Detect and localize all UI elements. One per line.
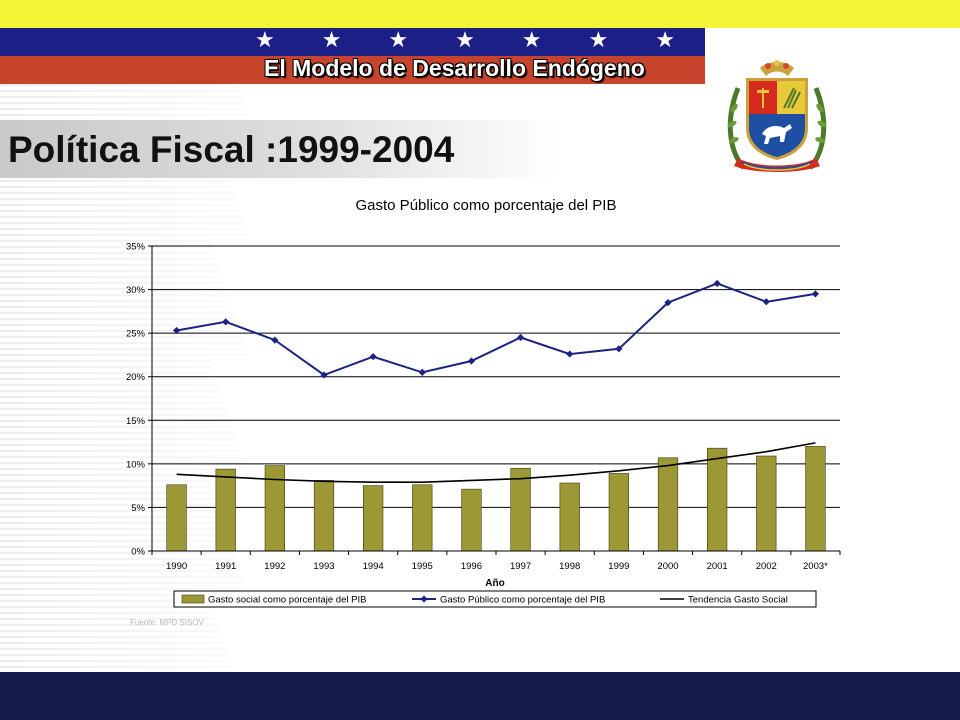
data-point	[566, 350, 574, 358]
bar	[313, 480, 335, 552]
y-tick-label: 30%	[126, 285, 146, 296]
data-point	[369, 353, 377, 361]
bar	[657, 457, 679, 552]
star-icon: ★	[255, 28, 275, 53]
header-stars: ★ ★ ★ ★ ★ ★ ★	[255, 28, 675, 54]
star-icon: ★	[388, 28, 409, 53]
legend-label: Tendencia Gasto Social	[688, 595, 788, 606]
chart-title: Gasto Público como porcentaje del PIB	[356, 197, 617, 214]
x-tick-label: 1992	[264, 561, 285, 572]
y-tick-label: 5%	[131, 503, 145, 514]
chart: Gasto Público como porcentaje del PIB 0%…	[126, 197, 841, 627]
data-point	[172, 326, 181, 335]
bar	[608, 473, 629, 552]
x-tick-label: 1994	[363, 561, 384, 572]
data-point	[762, 298, 770, 306]
page-title: Política Fiscal :1999-2004	[8, 129, 455, 170]
y-tick-label: 10%	[126, 459, 146, 470]
footer-band	[0, 672, 960, 720]
y-tick-label: 35%	[126, 242, 146, 253]
legend-label: Gasto Público como porcentaje del PIB	[440, 595, 605, 606]
bar	[166, 484, 187, 552]
x-tick-label: 1998	[559, 561, 580, 572]
x-tick-label: 2002	[756, 561, 777, 572]
star-icon: ★	[655, 28, 675, 53]
x-tick-label: 1991	[215, 561, 236, 572]
y-tick-label: 15%	[126, 416, 146, 427]
legend: Gasto social como porcentaje del PIB Gast…	[173, 590, 817, 608]
venezuela-coat-of-arms-icon	[727, 60, 827, 172]
bar	[363, 485, 384, 552]
data-point	[713, 279, 721, 288]
legend-swatch-bar	[181, 594, 205, 604]
x-tick-label: 1999	[608, 561, 629, 572]
legend-box	[173, 590, 817, 608]
x-axis-label: Año	[485, 578, 504, 589]
bar	[215, 468, 236, 552]
data-point	[222, 318, 230, 326]
header-title: El Modelo de Desarrollo Endógeno	[264, 55, 645, 81]
star-icon: ★	[321, 28, 342, 53]
x-tick-label: 2000	[657, 561, 678, 572]
x-tick-label: 2001	[707, 561, 728, 572]
source-note: Fuente: MPD SISOV	[130, 618, 204, 627]
bar	[412, 484, 433, 552]
star-icon: ★	[588, 28, 609, 53]
title-bar	[0, 120, 560, 178]
data-point	[418, 368, 426, 376]
data-point	[516, 333, 525, 342]
x-tick-label: 1996	[461, 561, 482, 572]
bar	[461, 488, 482, 552]
bar	[559, 482, 580, 552]
x-tick-label: 2003*	[803, 561, 828, 572]
trend-line	[176, 442, 816, 483]
x-tick-label: 1997	[510, 561, 531, 572]
bar	[756, 455, 777, 552]
x-tick-label: 1995	[412, 561, 433, 572]
bar	[805, 446, 826, 552]
y-tick-label: 0%	[131, 547, 145, 558]
background-fade	[0, 84, 320, 672]
y-tick-label: 20%	[126, 372, 146, 383]
bar	[707, 447, 728, 552]
star-icon: ★	[521, 28, 542, 53]
star-icon: ★	[455, 28, 475, 53]
y-tick-label: 25%	[126, 329, 146, 340]
bar	[510, 467, 531, 552]
header-blue-band	[0, 28, 705, 56]
x-tick-label: 1990	[166, 561, 187, 572]
data-point	[467, 357, 476, 365]
x-tick-label: 1993	[313, 561, 334, 572]
legend-label: Gasto social como porcentaje del PIB	[208, 595, 366, 606]
data-point	[811, 290, 820, 298]
header-yellow-band	[0, 0, 960, 28]
data-point	[320, 371, 328, 379]
legend-marker	[420, 595, 428, 603]
header-red-band	[0, 56, 705, 84]
series-line	[176, 282, 816, 377]
